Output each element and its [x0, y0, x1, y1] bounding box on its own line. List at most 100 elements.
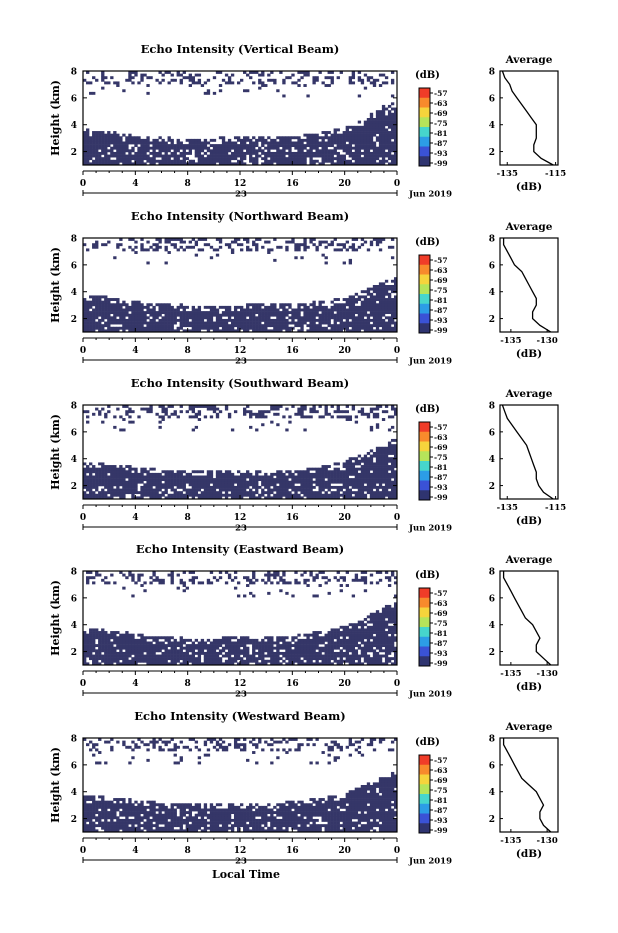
echo-cell [171, 652, 174, 655]
echo-cell [346, 147, 349, 150]
echo-cell [367, 142, 370, 145]
echo-cell [216, 652, 219, 655]
echo-cell [168, 655, 171, 658]
echo-cell [171, 473, 174, 476]
echo-cell [355, 481, 358, 484]
colorbar-swatch [419, 275, 430, 285]
echo-cell [143, 142, 146, 145]
echo-cell [243, 660, 246, 663]
echo-cell [186, 311, 189, 314]
echo-cell [155, 649, 158, 652]
echo-cell [358, 126, 361, 129]
echo-cell [192, 142, 195, 145]
echo-cell [180, 647, 183, 650]
echo-cell [207, 324, 210, 327]
echo-cell [367, 468, 370, 471]
echo-cell [152, 160, 155, 163]
echo-cell [273, 309, 276, 312]
echo-cell [128, 316, 131, 319]
echo-cell [261, 81, 264, 84]
echo-cell [174, 152, 177, 155]
echo-cell [165, 647, 168, 650]
echo-cell [101, 642, 104, 645]
echo-cell [309, 139, 312, 142]
echo-cell [255, 429, 258, 432]
echo-cell [361, 460, 364, 463]
echo-cell [143, 314, 146, 317]
echo-cell [391, 462, 394, 465]
echo-cell [140, 155, 143, 158]
echo-cell [146, 478, 149, 481]
echo-cell [367, 123, 370, 126]
echo-cell [116, 139, 119, 142]
echo-cell [228, 576, 231, 579]
echo-cell [370, 134, 373, 137]
echo-cell [174, 639, 177, 642]
echo-cell [186, 476, 189, 479]
echo-cell [207, 483, 210, 486]
echo-cell [207, 644, 210, 647]
echo-cell [174, 478, 177, 481]
echo-cell [270, 79, 273, 82]
echo-cell [300, 160, 303, 163]
echo-cell [391, 494, 394, 497]
echo-cell [137, 491, 140, 494]
echo-cell [89, 324, 92, 327]
echo-cell [137, 319, 140, 322]
echo-cell [273, 481, 276, 484]
echo-cell [107, 657, 110, 660]
echo-cell [192, 642, 195, 645]
echo-cell [352, 126, 355, 129]
echo-cell [291, 155, 294, 158]
echo-cell [192, 246, 195, 249]
echo-cell [231, 473, 234, 476]
echo-cell [367, 473, 370, 476]
echo-cell [300, 473, 303, 476]
echo-cell [86, 142, 89, 145]
echo-cell [101, 311, 104, 314]
echo-cell [385, 324, 388, 327]
echo-cell [276, 160, 279, 163]
echo-cell [101, 655, 104, 658]
echo-cell [152, 468, 155, 471]
echo-cell [140, 248, 143, 251]
echo-cell [388, 246, 391, 249]
echo-cell [267, 79, 270, 82]
echo-cell [325, 84, 328, 87]
echo-cell [168, 652, 171, 655]
echo-cell [255, 243, 258, 246]
echo-cell [306, 319, 309, 322]
echo-cell [379, 241, 382, 244]
echo-cell [207, 478, 210, 481]
colorbar-tick-label: -93 [434, 316, 448, 325]
echo-cell [276, 147, 279, 150]
echo-cell [264, 574, 267, 577]
echo-cell [165, 478, 168, 481]
echo-cell [125, 79, 128, 82]
echo-cell [228, 489, 231, 492]
echo-cell [183, 76, 186, 79]
echo-cell [128, 652, 131, 655]
y-tick-label: 4 [71, 288, 77, 298]
echo-cell [370, 311, 373, 314]
echo-cell [92, 628, 95, 631]
echo-cell [210, 149, 213, 152]
echo-cell [267, 642, 270, 645]
echo-cell [334, 139, 337, 142]
echo-cell [288, 486, 291, 489]
echo-cell [98, 144, 101, 147]
echo-cell [171, 486, 174, 489]
echo-cell [143, 149, 146, 152]
echo-cell [337, 309, 340, 312]
echo-cell [285, 152, 288, 155]
echo-cell [101, 327, 104, 330]
echo-cell [385, 152, 388, 155]
echo-cell [98, 152, 101, 155]
echo-cell [373, 81, 376, 84]
echo-cell [131, 634, 134, 637]
echo-cell [116, 298, 119, 301]
echo-cell [119, 476, 122, 479]
echo-cell [388, 115, 391, 118]
echo-cell [180, 410, 183, 413]
echo-cell [110, 134, 113, 137]
